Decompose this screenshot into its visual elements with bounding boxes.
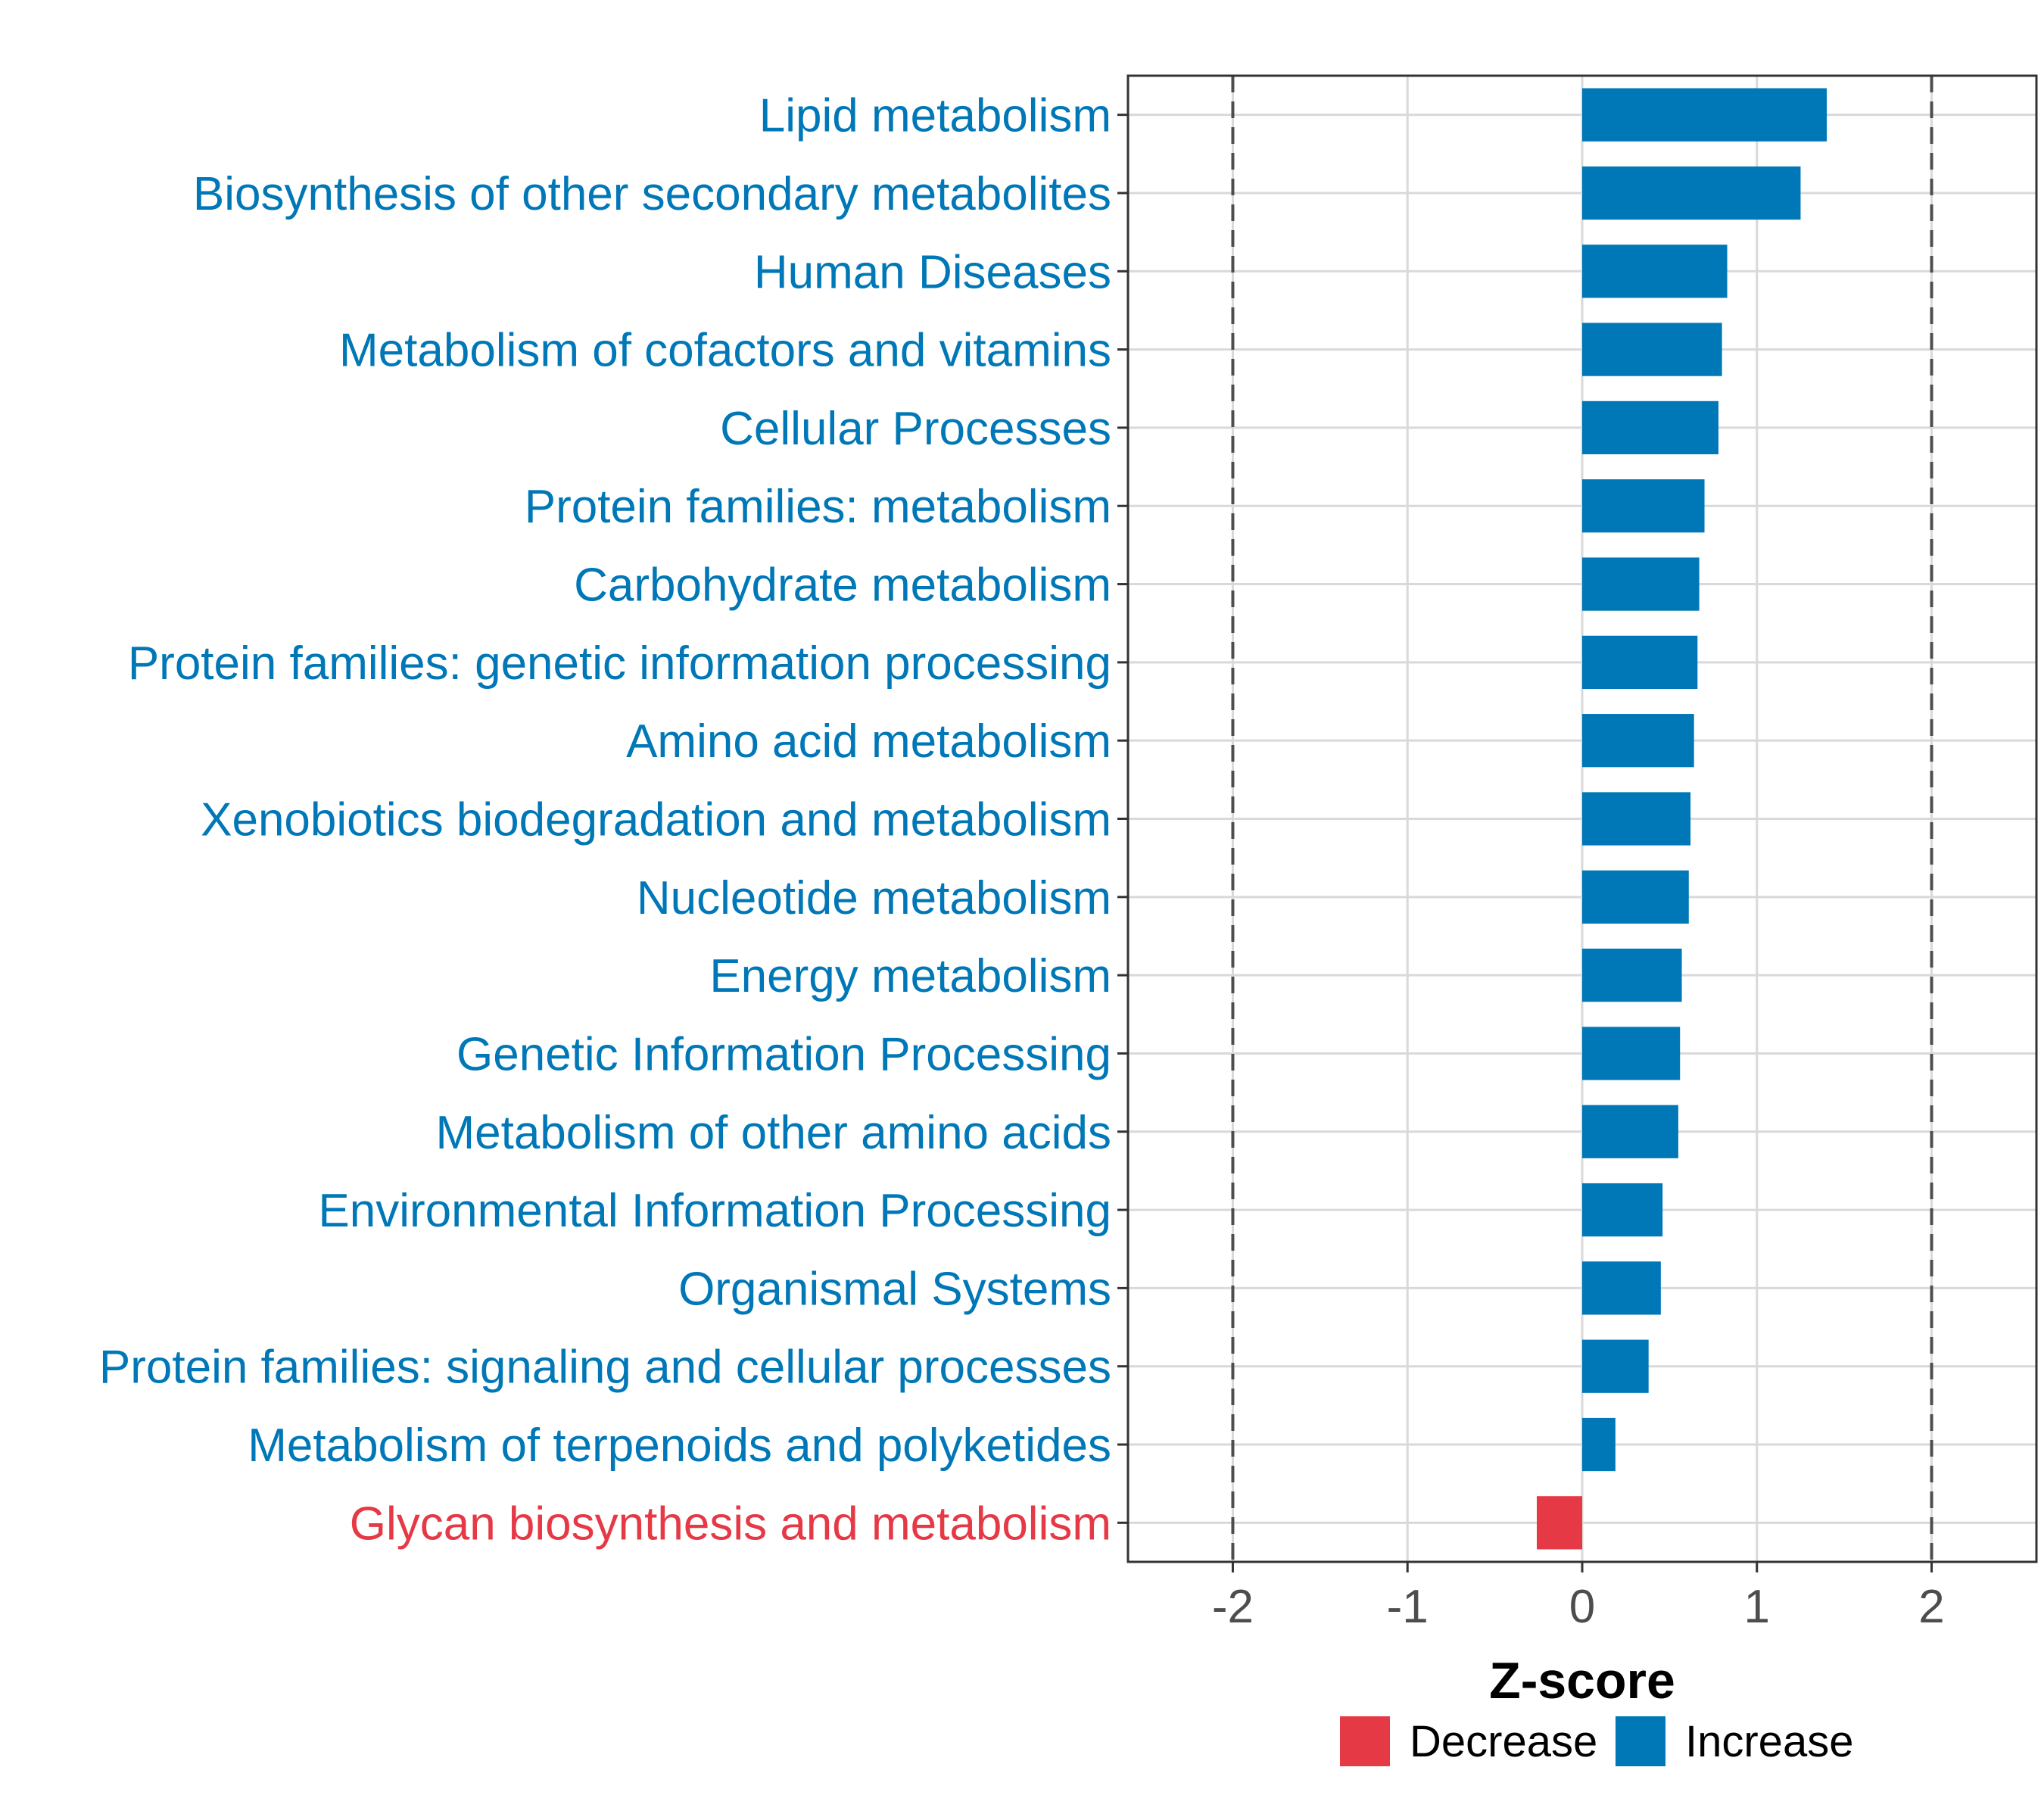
- x-tick-label: -1: [1387, 1581, 1429, 1633]
- bar-increase: [1582, 635, 1698, 689]
- bar-increase: [1582, 1417, 1616, 1472]
- legend-label-increase: Increase: [1685, 1717, 1853, 1766]
- x-axis-title: Z-score: [1489, 1652, 1675, 1709]
- x-tick-label: 2: [1918, 1581, 1944, 1633]
- category-label: Nucleotide metabolism: [637, 872, 1111, 924]
- category-label: Metabolism of other amino acids: [435, 1107, 1111, 1159]
- bar-increase: [1582, 557, 1700, 611]
- category-label: Organismal Systems: [678, 1263, 1111, 1315]
- x-tick-label: 1: [1744, 1581, 1770, 1633]
- category-label: Energy metabolism: [709, 950, 1111, 1002]
- category-label: Biosynthesis of other secondary metaboli…: [193, 168, 1111, 220]
- bar-increase: [1582, 323, 1722, 376]
- bar-increase: [1582, 1105, 1678, 1158]
- legend: Decrease Increase: [1340, 1716, 1853, 1766]
- bar-decrease: [1537, 1496, 1582, 1550]
- category-label: Lipid metabolism: [759, 90, 1111, 142]
- x-tick-label: -2: [1212, 1581, 1254, 1633]
- category-label: Human Diseases: [754, 246, 1111, 298]
- bar-increase: [1582, 870, 1689, 924]
- bar-increase: [1582, 1339, 1649, 1393]
- category-label: Glycan biosynthesis and metabolism: [350, 1498, 1111, 1550]
- category-label: Environmental Information Processing: [318, 1185, 1111, 1237]
- bar-increase: [1582, 400, 1718, 455]
- x-axis-labels: -2 -1 0 1 2: [1212, 1581, 1945, 1633]
- x-tick-label: 0: [1569, 1581, 1595, 1633]
- bar-increase: [1582, 245, 1728, 298]
- category-label: Genetic Information Processing: [456, 1028, 1111, 1080]
- bar-increase: [1582, 1183, 1663, 1237]
- category-label: Metabolism of terpenoids and polyketides: [248, 1420, 1111, 1472]
- bar-increase: [1582, 88, 1827, 142]
- y-axis-labels: Lipid metabolism Biosynthesis of other se…: [99, 90, 1111, 1551]
- legend-label-decrease: Decrease: [1410, 1717, 1597, 1766]
- category-label: Carbohydrate metabolism: [574, 559, 1111, 612]
- x-axis-ticks: [1231, 1562, 1933, 1572]
- reference-lines: [1231, 76, 1933, 1562]
- category-label: Protein families: signaling and cellular…: [99, 1342, 1111, 1394]
- bar-increase: [1582, 1027, 1681, 1080]
- category-label: Xenobiotics biodegradation and metabolis…: [201, 794, 1111, 846]
- category-label: Amino acid metabolism: [626, 715, 1111, 768]
- y-axis-ticks: [1117, 114, 1128, 1524]
- legend-swatch-decrease: [1340, 1716, 1390, 1766]
- category-label: Protein families: metabolism: [525, 481, 1111, 533]
- category-label: Metabolism of cofactors and vitamins: [339, 325, 1111, 377]
- legend-swatch-increase: [1616, 1716, 1665, 1766]
- bar-increase: [1582, 714, 1694, 768]
- bar-increase: [1582, 792, 1691, 846]
- bar-increase: [1582, 1261, 1661, 1315]
- bar-increase: [1582, 479, 1705, 533]
- bar-increase: [1582, 166, 1801, 220]
- category-label: Cellular Processes: [720, 403, 1111, 455]
- bars: [1537, 88, 1827, 1550]
- category-label: Protein families: genetic information pr…: [128, 637, 1111, 690]
- bar-increase: [1582, 949, 1682, 1002]
